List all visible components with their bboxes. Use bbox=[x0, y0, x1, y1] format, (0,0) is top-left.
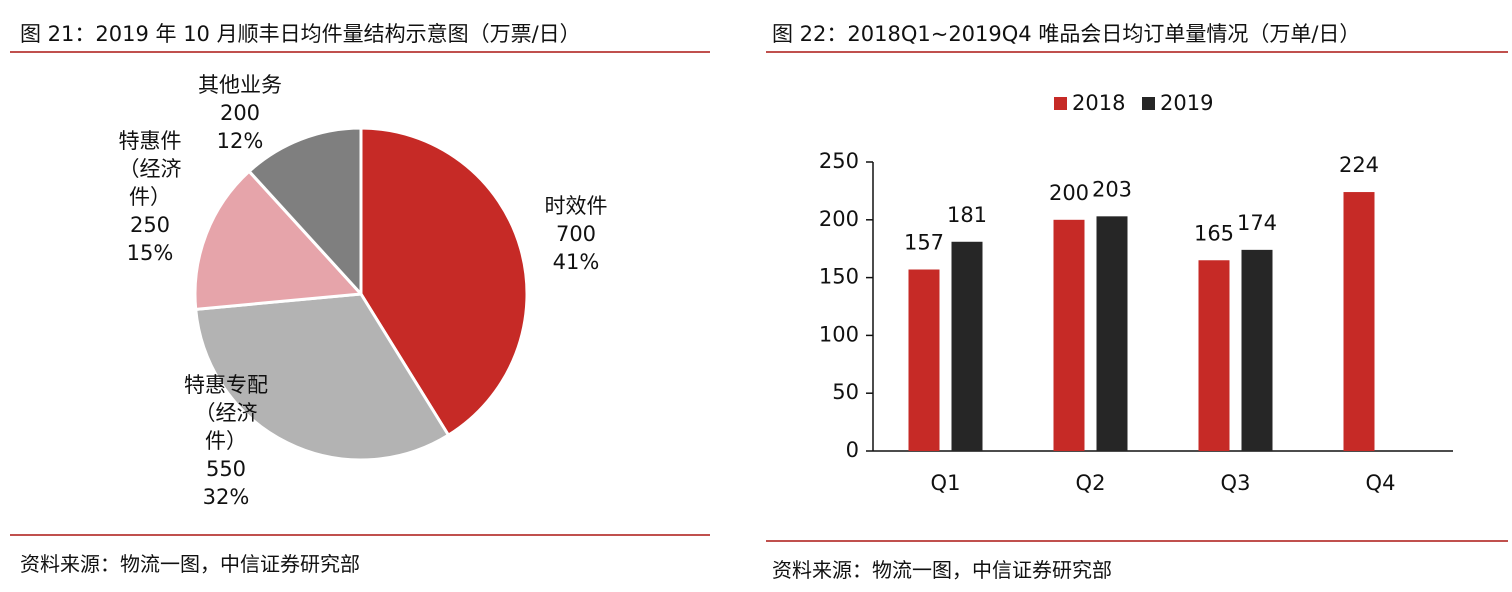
left-figure-source: 资料来源：物流一图，中信证券研究部 bbox=[20, 552, 360, 576]
bar-data-label: 203 bbox=[1092, 177, 1132, 201]
x-tick-label: Q4 bbox=[1366, 471, 1396, 495]
legend-label: 2018 bbox=[1072, 91, 1125, 115]
pie-slice-value: 250 bbox=[130, 213, 170, 237]
bar bbox=[1096, 216, 1128, 451]
left-title-rule bbox=[10, 51, 710, 53]
bar bbox=[1053, 219, 1085, 451]
bar-data-label: 224 bbox=[1339, 153, 1379, 177]
pie-slice bbox=[194, 292, 450, 462]
pie-chart: 时效件70041%特惠专配（经济件）55032%特惠件（经济件）25015%其他… bbox=[119, 73, 608, 509]
pie-slice-percent: 32% bbox=[203, 485, 250, 509]
pie-slice-label: 时效件 bbox=[545, 194, 608, 218]
pie-slice-value: 200 bbox=[220, 101, 260, 125]
pie-slice-label: 件） bbox=[129, 185, 171, 209]
legend-swatch bbox=[1142, 97, 1155, 110]
bar-data-label: 165 bbox=[1194, 221, 1234, 245]
pie-slice-label: （经济 bbox=[119, 157, 182, 181]
right-source-rule bbox=[766, 540, 1508, 542]
left-figure-title: 图 21：2019 年 10 月顺丰日均件量结构示意图（万票/日） bbox=[20, 22, 581, 46]
bar bbox=[1241, 249, 1273, 451]
right-figure-source: 资料来源：物流一图，中信证券研究部 bbox=[772, 558, 1112, 582]
right-title-rule bbox=[766, 51, 1508, 53]
y-tick-label: 200 bbox=[819, 207, 859, 231]
bar-data-label: 181 bbox=[947, 203, 987, 227]
bar-data-label: 157 bbox=[904, 231, 944, 255]
pie-slice-label: （经济 bbox=[195, 401, 258, 425]
pie-slice-label: 特惠件 bbox=[119, 129, 182, 153]
bar-data-label: 200 bbox=[1049, 181, 1089, 205]
pie-slice-label: 件） bbox=[205, 429, 247, 453]
pie-slice bbox=[247, 126, 363, 296]
x-tick-label: Q2 bbox=[1076, 471, 1106, 495]
right-figure-panel: 图 22：2018Q1~2019Q4 唯品会日均订单量情况（万单/日） 0 50 1… bbox=[762, 0, 1512, 592]
pie-slice-label: 特惠专配 bbox=[184, 373, 268, 397]
left-source-rule bbox=[10, 534, 710, 536]
left-figure-panel: 图 21：2019 年 10 月顺丰日均件量结构示意图（万票/日） 时效件 700… bbox=[0, 0, 712, 592]
bar bbox=[951, 241, 983, 451]
legend-swatch bbox=[1054, 97, 1067, 110]
y-tick-label: 250 bbox=[819, 149, 859, 173]
pie-slice-value: 700 bbox=[556, 222, 596, 246]
bar bbox=[1198, 260, 1230, 451]
pie-slice bbox=[193, 169, 363, 311]
x-tick-label: Q3 bbox=[1221, 471, 1251, 495]
pie-slice-percent: 41% bbox=[553, 250, 600, 274]
right-figure-title: 图 22：2018Q1~2019Q4 唯品会日均订单量情况（万单/日） bbox=[772, 22, 1361, 46]
pie-slice-percent: 15% bbox=[127, 241, 174, 265]
x-tick-label: Q1 bbox=[931, 471, 961, 495]
pie-slice-percent: 12% bbox=[217, 129, 264, 153]
bar bbox=[908, 269, 940, 451]
legend-label: 2019 bbox=[1160, 91, 1213, 115]
pie-slice-label: 其他业务 bbox=[198, 73, 282, 97]
y-tick-label: 50 bbox=[832, 380, 859, 404]
y-tick-label: 0 bbox=[846, 438, 859, 462]
bar bbox=[1343, 192, 1375, 451]
pie-slice-value: 550 bbox=[206, 457, 246, 481]
y-tick-label: 150 bbox=[819, 265, 859, 289]
y-tick-label: 100 bbox=[819, 322, 859, 346]
bar-data-label: 174 bbox=[1237, 211, 1277, 235]
